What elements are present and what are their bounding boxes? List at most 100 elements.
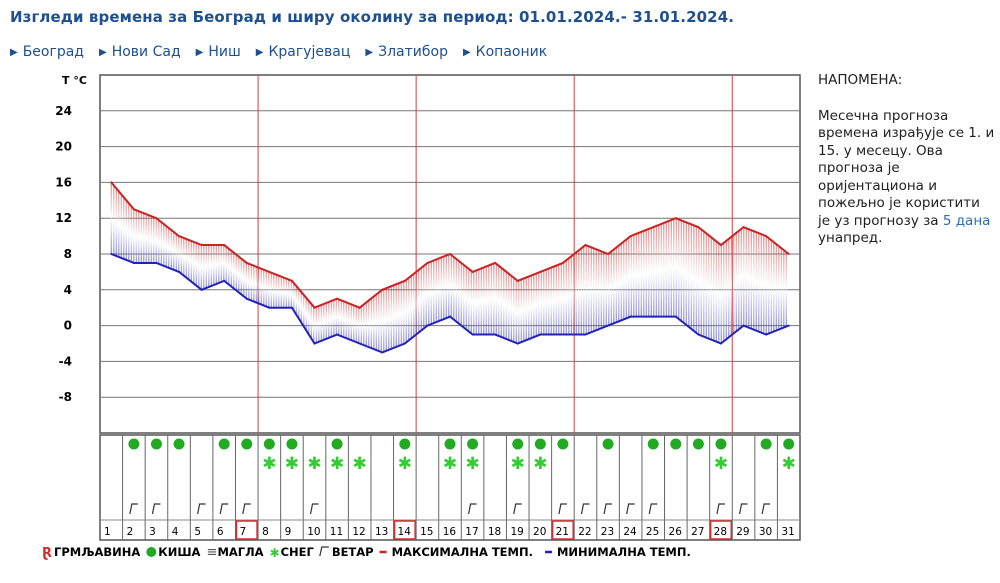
fog-icon: ≡ [206, 545, 217, 560]
legend-fog: МАГЛА [217, 545, 263, 559]
min-temp-point [471, 333, 474, 336]
legend-min: МИНИМАЛНА ТЕМП. [557, 545, 691, 559]
rain-icon [534, 438, 546, 450]
legend-wind: ВЕТАР [332, 545, 374, 559]
nav-kopaonik[interactable]: ▶ Копаоник [463, 44, 547, 60]
day-label: 29 [736, 526, 749, 538]
day-label: 28 [714, 526, 727, 538]
day-label: 18 [488, 526, 501, 538]
rain-icon [512, 438, 524, 450]
nav-novi-sad[interactable]: ▶ Нови Сад [99, 44, 181, 60]
y-tick-label: 24 [55, 104, 72, 118]
snow-icon: ✱ [307, 454, 321, 474]
wind-icon [626, 503, 635, 515]
y-tick-label: 8 [64, 247, 72, 261]
rain-icon [399, 438, 411, 450]
day-label: 7 [239, 526, 246, 538]
max-temp-point [449, 253, 451, 255]
rain-icon [150, 438, 162, 450]
snow-icon: ✱ [353, 454, 367, 474]
page-title: Изгледи времена за Београд и ширу околин… [10, 8, 735, 26]
min-temp-point [539, 333, 542, 336]
day-label: 15 [420, 526, 433, 538]
max-temp-point [200, 244, 203, 247]
min-temp-point [403, 342, 406, 345]
legend-thunder: ГРМЉАВИНА [54, 545, 140, 559]
min-temp-point [200, 288, 203, 291]
day-label: 1 [104, 526, 111, 538]
max-temp-point [494, 261, 497, 264]
day-label: 12 [352, 526, 365, 538]
max-temp-point [155, 217, 158, 220]
wind-icon [558, 503, 567, 515]
max-temp-point [471, 270, 474, 273]
legend-snow-icon: ✱ [270, 546, 280, 560]
day-label: 23 [601, 526, 614, 538]
arrow-icon: ▶ [255, 47, 264, 58]
wind-icon [151, 503, 161, 515]
wind-icon [129, 503, 138, 515]
min-temp-point [742, 324, 745, 327]
min-temp-point [155, 261, 158, 264]
snow-icon: ✱ [465, 454, 479, 474]
rain-icon [647, 438, 659, 450]
day-label: 2 [127, 526, 134, 538]
rain-icon [173, 438, 185, 450]
icon-frame [99, 434, 801, 541]
day-label: 5 [194, 526, 201, 538]
arrow-icon: ▶ [365, 47, 374, 58]
max-temp-point [629, 235, 632, 238]
max-temp-point [336, 297, 339, 300]
nav-nis[interactable]: ▶ Ниш [196, 44, 241, 60]
min-temp-point [765, 333, 768, 336]
rain-icon [783, 438, 795, 450]
min-temp-point [629, 315, 632, 318]
snow-icon: ✱ [330, 454, 344, 474]
note-text: Месечна прогноза времена израђује се 1. … [818, 107, 995, 229]
wind-icon [242, 503, 251, 515]
max-temp-point [674, 217, 677, 220]
min-temp-point [652, 315, 655, 318]
rain-icon [715, 438, 727, 450]
rain-icon [692, 438, 704, 450]
rain-icon [128, 438, 140, 450]
five-day-link[interactable]: 5 дана [942, 212, 991, 229]
day-label: 24 [623, 526, 637, 538]
rain-icon [444, 438, 456, 450]
day-label: 17 [465, 526, 478, 538]
nav-label: Нови Сад [111, 44, 181, 60]
arrow-icon: ▶ [462, 47, 471, 58]
wind-icon [648, 503, 658, 515]
min-temp-point [674, 315, 677, 318]
min-temp-point [336, 333, 339, 336]
max-temp-point [539, 270, 542, 273]
thunder-icon: Ɽ [42, 546, 52, 561]
min-temp-point [561, 333, 564, 336]
highlight-box [393, 520, 416, 540]
max-temp-point [358, 306, 361, 309]
max-temp-point [313, 306, 316, 309]
wind-icon [513, 503, 522, 515]
min-temp-point [110, 253, 113, 255]
rain-icon [241, 438, 253, 450]
nav-label: Крагујевац [268, 44, 351, 60]
wind-icon [580, 503, 590, 515]
min-temp-point [381, 351, 384, 354]
max-temp-point [584, 244, 587, 247]
nav-belgrade[interactable]: ▶ Београд [10, 44, 84, 60]
day-label: 21 [556, 526, 569, 538]
day-label: 31 [781, 526, 794, 538]
nav-kragujevac[interactable]: ▶ Крагујевац [256, 44, 351, 60]
legend-wind-icon [319, 546, 329, 557]
wind-icon [219, 503, 229, 515]
wind-icon [197, 503, 206, 515]
note-heading: НАПОМЕНА: [818, 72, 903, 88]
snow-icon: ✱ [262, 454, 276, 474]
min-temp-point [584, 333, 587, 336]
min-temp-point [697, 333, 700, 336]
max-temp-point [561, 261, 564, 264]
nav-zlatibor[interactable]: ▶ Златибор [365, 44, 448, 60]
max-temp-point [268, 270, 271, 273]
day-label: 30 [759, 526, 772, 538]
legend-rain: КИША [158, 545, 200, 559]
